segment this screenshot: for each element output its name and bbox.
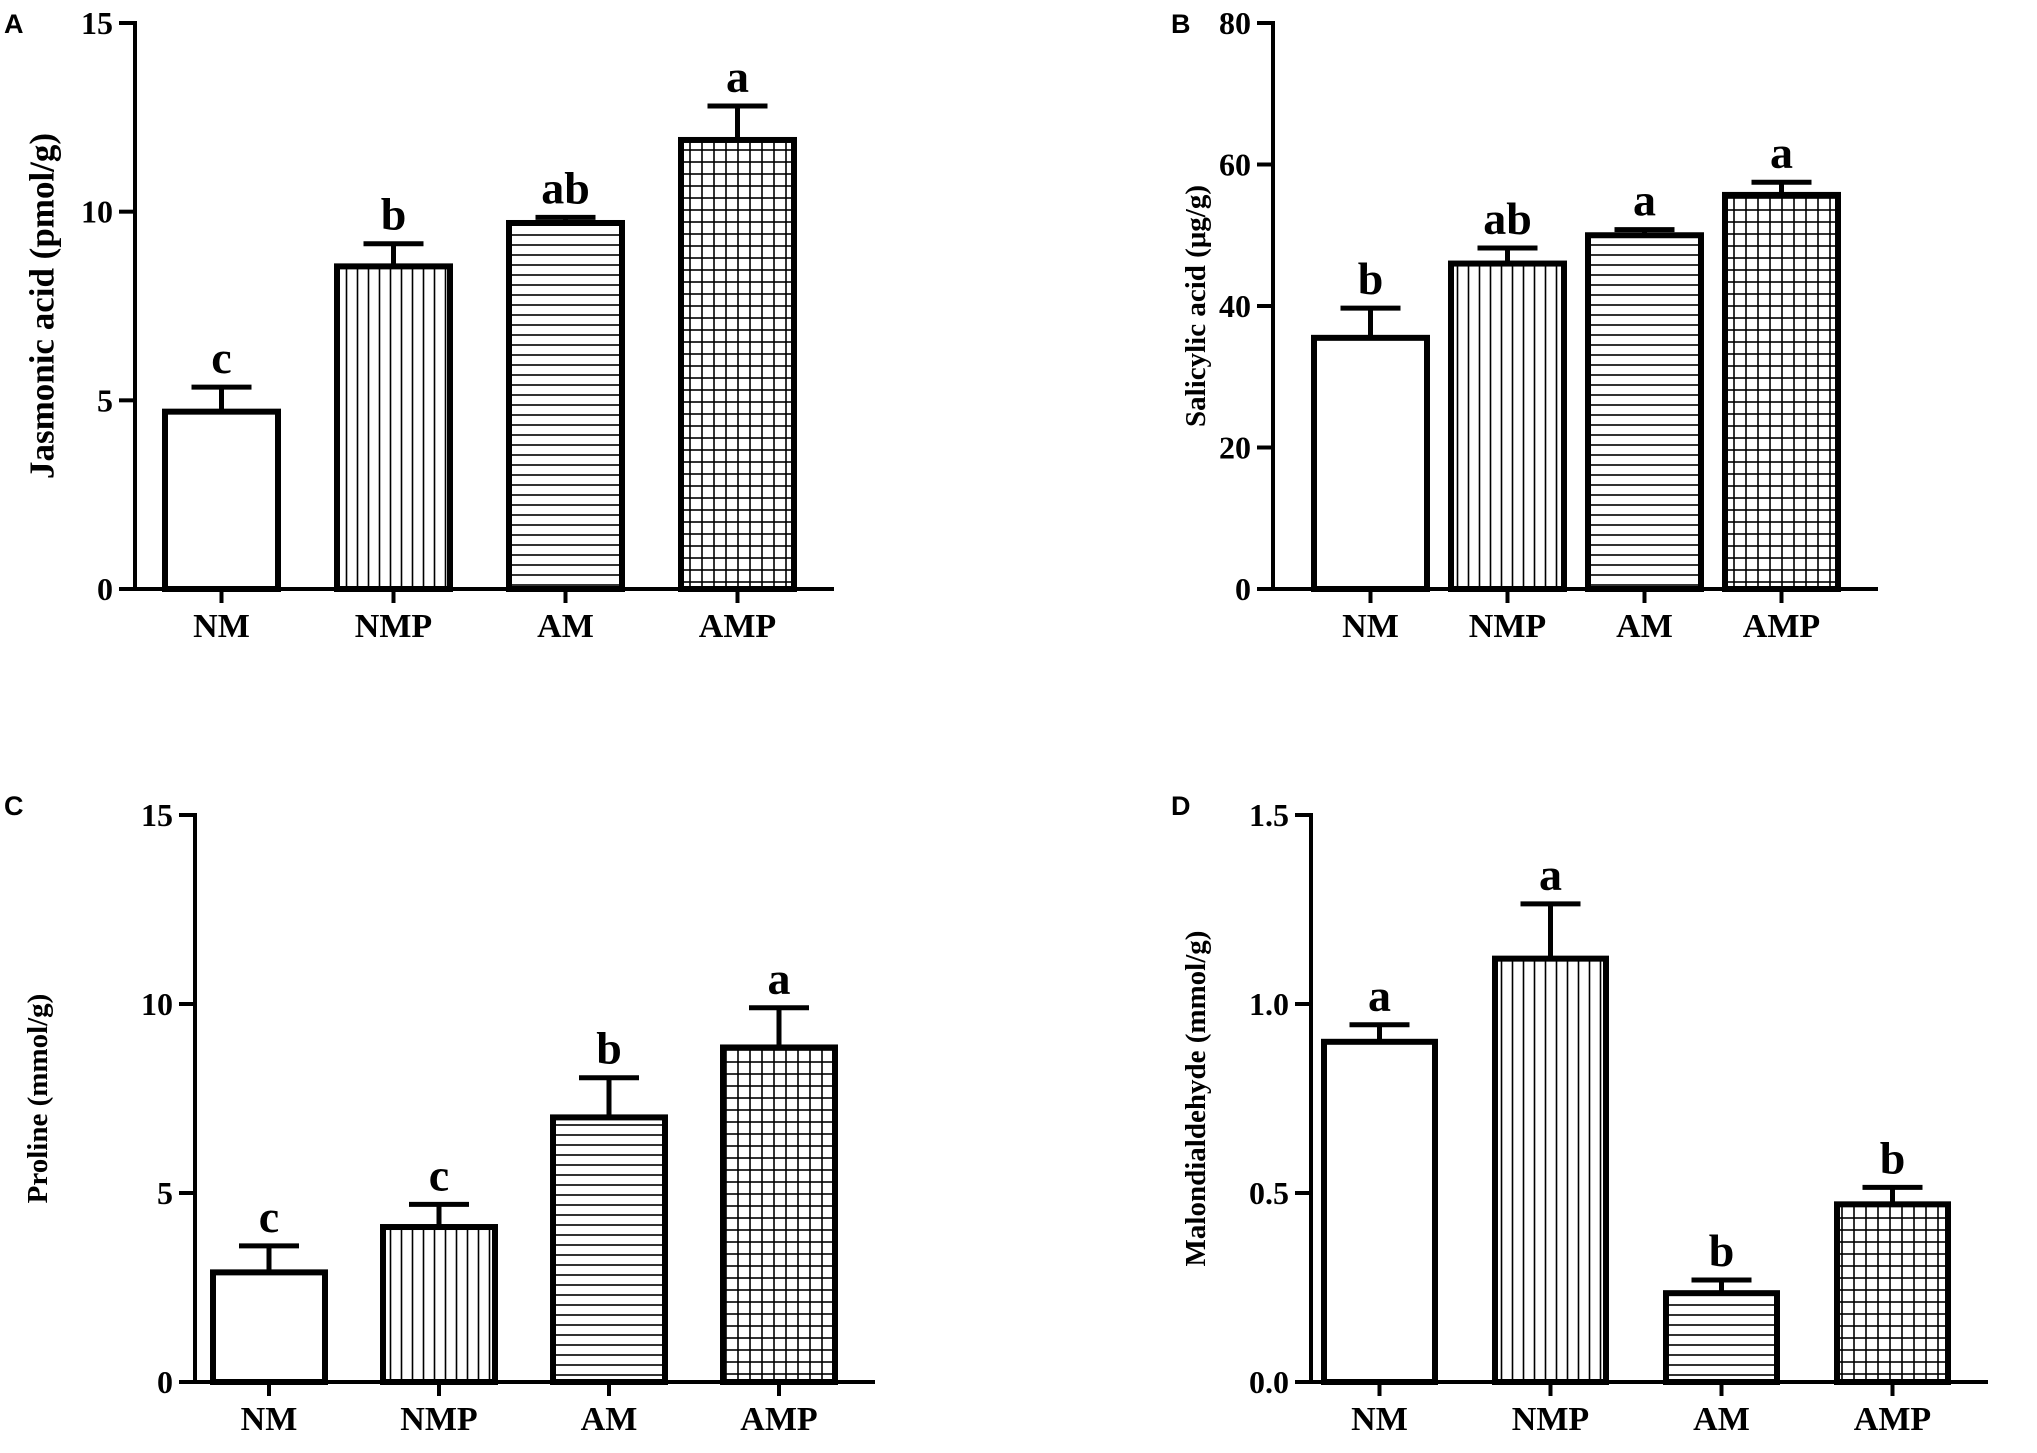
y-tick-label: 0.0 [1249, 1364, 1289, 1400]
y-tick-label: 10 [81, 194, 113, 230]
chart-panel-d: D Malondialdehyde (mmol/g) a NM a NMP b AM b AMP 0… [1171, 791, 1988, 1438]
bar-nmp [1448, 260, 1567, 592]
chart-panel-a: A Jasmonic acid (pmol/g) c NM b NMP ab AM a AMP 0 5… [4, 5, 834, 645]
bar-nm [1321, 1038, 1438, 1386]
significance-label: a [1368, 970, 1391, 1021]
x-tick-label: AM [1616, 608, 1673, 645]
x-tick-label: NM [1342, 608, 1399, 645]
chart-panel-b: B Salicylic acid (μg/g) b NM ab NMP a AM a AMP 0 20… [1171, 5, 1878, 645]
y-axis-title: Malondialdehyde (mmol/g) [1180, 931, 1212, 1267]
significance-label: ab [541, 162, 590, 213]
significance-label: c [211, 332, 231, 383]
y-tick-label: 0.5 [1249, 1175, 1289, 1211]
y-tick-label: 0 [1235, 571, 1251, 607]
y-tick-label: 1.5 [1249, 797, 1289, 833]
y-tick-label: 0 [97, 571, 113, 607]
bar-nmp [1492, 955, 1609, 1385]
x-tick-label: AMP [1743, 608, 1820, 645]
y-tick-label: 10 [141, 986, 173, 1022]
y-tick-label: 15 [141, 797, 173, 833]
y-tick-label: 15 [81, 5, 113, 41]
y-tick-label: 0 [157, 1364, 173, 1400]
x-tick-label: AM [537, 608, 594, 645]
significance-label: ab [1483, 193, 1532, 244]
bar-amp [1834, 1201, 1951, 1385]
significance-label: a [1770, 127, 1793, 178]
panel-letter: D [1171, 791, 1191, 821]
significance-label: a [1539, 849, 1562, 900]
bar-nm [210, 1269, 328, 1386]
x-tick-label: NMP [1469, 608, 1546, 645]
bar-amp [720, 1044, 838, 1385]
significance-label: c [429, 1149, 449, 1200]
significance-label: a [1633, 175, 1656, 226]
y-tick-label: 5 [157, 1175, 173, 1211]
significance-label: b [596, 1023, 622, 1074]
chart-panel-c: C Proline (mmol/g) c NM c NMP b AM a AMP 0 5 10 15 [4, 791, 875, 1438]
significance-label: b [1709, 1225, 1735, 1276]
bar-am [1585, 232, 1704, 592]
panel-letter: C [4, 791, 24, 821]
bar-am [506, 219, 625, 592]
bar-nmp [334, 263, 453, 592]
y-tick-label: 80 [1219, 5, 1251, 41]
bar-amp [1722, 191, 1841, 593]
panel-letter: A [4, 9, 24, 39]
x-tick-label: AM [581, 1401, 638, 1438]
significance-label: b [1358, 253, 1384, 304]
significance-label: c [259, 1191, 279, 1242]
bar-am [1663, 1290, 1780, 1386]
bar-nm [162, 408, 281, 592]
significance-label: a [768, 953, 791, 1004]
y-tick-label: 60 [1219, 147, 1251, 183]
x-tick-label: NMP [1512, 1401, 1589, 1438]
bar-nmp [380, 1224, 498, 1386]
x-tick-label: NMP [355, 608, 432, 645]
significance-label: a [726, 51, 749, 102]
y-tick-label: 20 [1219, 430, 1251, 466]
bar-am [550, 1114, 668, 1386]
x-tick-label: AMP [1854, 1401, 1931, 1438]
y-tick-label: 40 [1219, 288, 1251, 324]
x-tick-label: NM [241, 1401, 298, 1438]
x-tick-label: NM [1351, 1401, 1408, 1438]
x-tick-label: NM [193, 608, 250, 645]
y-axis-title: Salicylic acid (μg/g) [1180, 185, 1212, 427]
y-axis-title: Jasmonic acid (pmol/g) [23, 133, 62, 479]
y-tick-label: 5 [97, 382, 113, 418]
x-tick-label: NMP [400, 1401, 477, 1438]
panel-letter: B [1171, 9, 1191, 39]
significance-label: b [1880, 1132, 1906, 1183]
bar-nm [1311, 334, 1430, 592]
x-tick-label: AMP [699, 608, 776, 645]
bar-amp [678, 136, 797, 592]
x-tick-label: AMP [740, 1401, 817, 1438]
x-tick-label: AM [1693, 1401, 1750, 1438]
significance-label: b [381, 189, 407, 240]
y-axis-title: Proline (mmol/g) [22, 994, 54, 1204]
y-tick-label: 1.0 [1249, 986, 1289, 1022]
